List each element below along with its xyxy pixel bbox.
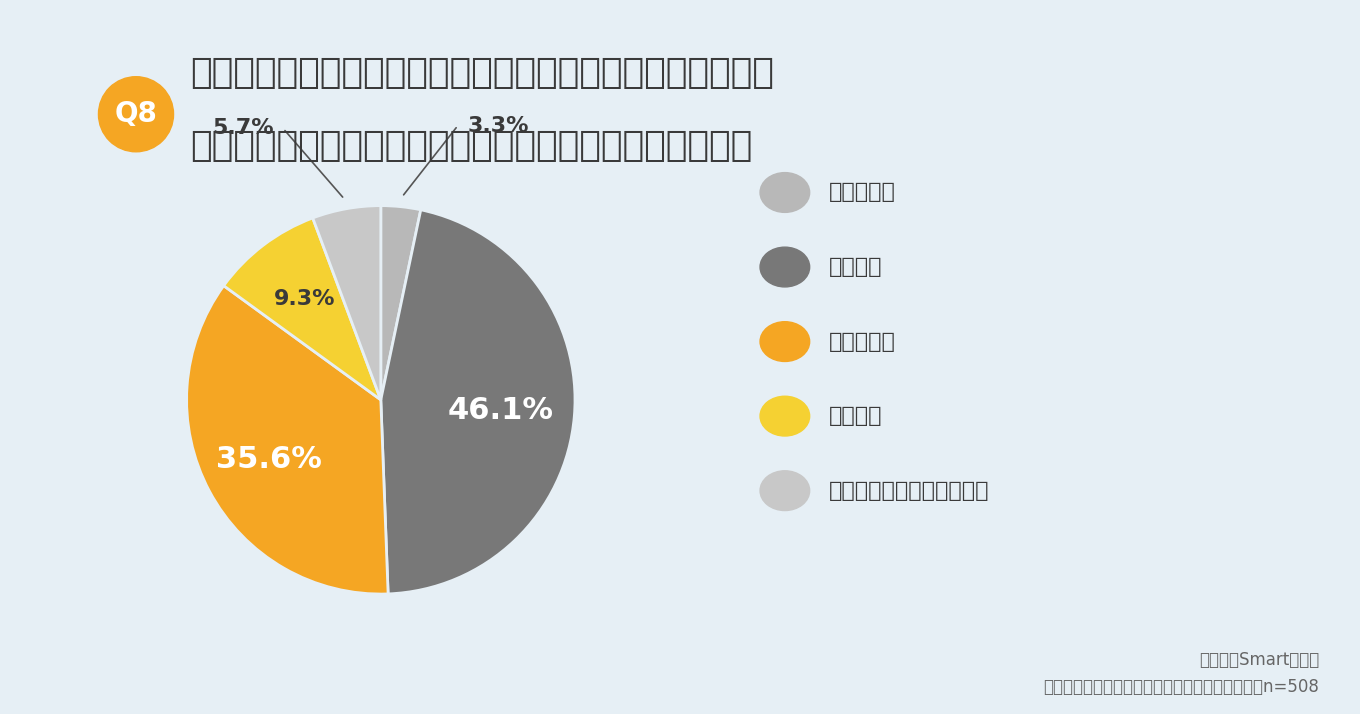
Text: 9.3%: 9.3%	[273, 289, 335, 309]
Circle shape	[760, 247, 809, 287]
Text: 部下やチームメンバーから相談される機会はありますか。: 部下やチームメンバーから相談される機会はありますか。	[190, 129, 752, 164]
Text: 株式会社Smart相談室: 株式会社Smart相談室	[1200, 651, 1319, 670]
Wedge shape	[381, 210, 575, 594]
Circle shape	[760, 396, 809, 436]
Text: わからない／答えられない: わからない／答えられない	[828, 481, 989, 501]
Circle shape	[760, 322, 809, 361]
Circle shape	[760, 471, 809, 511]
Text: あまりない: あまりない	[828, 331, 896, 351]
Text: 46.1%: 46.1%	[447, 396, 554, 425]
Text: 35.6%: 35.6%	[216, 445, 322, 474]
Circle shape	[98, 76, 174, 152]
Text: 部下やチームメンバー自身のパフォーマンス低下について、: 部下やチームメンバー自身のパフォーマンス低下について、	[190, 56, 774, 89]
Circle shape	[760, 173, 809, 212]
Wedge shape	[313, 206, 381, 400]
Text: 全くない: 全くない	[828, 406, 883, 426]
Text: 頻繁にある: 頻繁にある	[828, 183, 896, 203]
Text: 管理職のプレゼンティーズムに関する実態調査｜n=508: 管理職のプレゼンティーズムに関する実態調査｜n=508	[1043, 678, 1319, 696]
Wedge shape	[186, 286, 388, 594]
Wedge shape	[381, 206, 420, 400]
Wedge shape	[223, 218, 381, 400]
Text: 3.3%: 3.3%	[468, 116, 529, 136]
Text: Q8: Q8	[114, 100, 158, 129]
Text: 時々ある: 時々ある	[828, 257, 883, 277]
Text: 5.7%: 5.7%	[212, 119, 273, 139]
